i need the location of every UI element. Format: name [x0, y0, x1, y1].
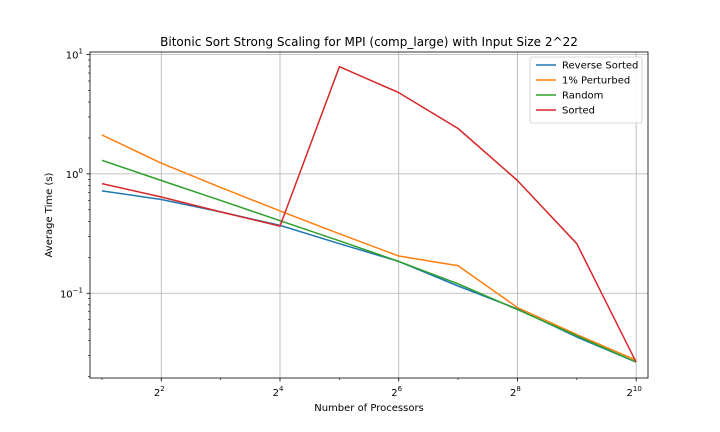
x-tick-label: 22 [154, 385, 165, 399]
x-tick-label: 28 [510, 385, 521, 399]
legend: Reverse Sorted 1% Perturbed Random Sorted [529, 56, 643, 124]
x-tick-label: 26 [391, 385, 402, 399]
legend-label: Random [562, 91, 603, 102]
plot-frame [89, 51, 649, 379]
series-line-1-perturbed [101, 134, 637, 361]
legend-label: Reverse Sorted [562, 61, 638, 72]
x-tick-label: 24 [273, 385, 284, 399]
axis-ticks: 22 24 26 28 210 10−1 100 101 [60, 48, 642, 399]
y-axis-label: Average Time (s) [44, 172, 55, 257]
y-tick-label: 10−1 [60, 286, 83, 300]
series-lines [101, 65, 637, 363]
legend-box [529, 56, 643, 124]
x-axis-label: Number of Processors [314, 403, 424, 414]
x-tick-label: 210 [626, 385, 641, 399]
y-tick-label: 100 [66, 167, 83, 181]
legend-label: Sorted [562, 106, 595, 117]
legend-label: 1% Perturbed [562, 76, 630, 87]
series-line-reverse-sorted [101, 190, 637, 363]
y-tick-label: 101 [66, 48, 83, 62]
chart-title: Bitonic Sort Strong Scaling for MPI (com… [160, 35, 578, 49]
series-line-sorted [101, 65, 637, 363]
series-line-random [101, 159, 637, 363]
